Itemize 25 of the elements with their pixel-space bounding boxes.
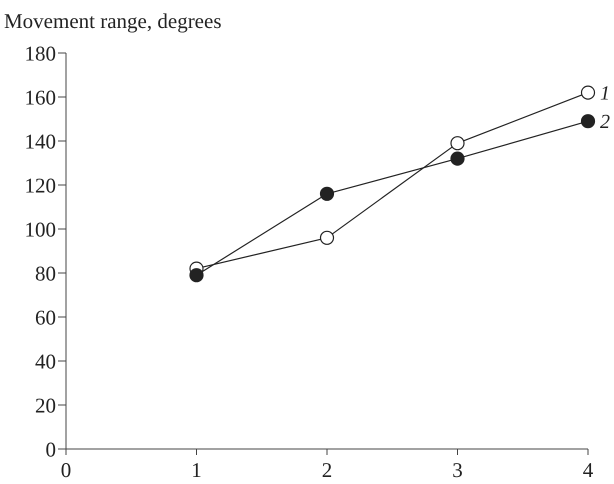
y-tick-label: 80 [35, 261, 56, 286]
point [580, 86, 596, 100]
y-tick-label: 100 [24, 217, 56, 242]
y-tick-label: 40 [35, 349, 56, 374]
x-tick-label: 3 [452, 458, 463, 482]
point [320, 230, 334, 245]
x-tick-label: 0 [60, 458, 72, 482]
y-tick-label: 180 [24, 41, 56, 66]
x-tick-label: 1 [191, 458, 202, 482]
y-tick-label: 160 [24, 85, 56, 110]
point [580, 114, 596, 128]
y-tick-label: 120 [24, 173, 56, 198]
x-tick-label: 4 [582, 458, 594, 482]
point [189, 268, 204, 282]
point [320, 186, 334, 201]
y-tick-label: 20 [35, 393, 56, 418]
y-tick-label: 140 [24, 129, 56, 154]
y-tick-label: 0 [46, 437, 56, 462]
series-label: 2 [600, 111, 610, 134]
point [450, 152, 465, 166]
series-label: 1 [600, 82, 610, 105]
point [450, 136, 465, 150]
y-axis-title: Movement range, degrees [4, 9, 222, 33]
y-tick-label: 60 [35, 305, 56, 330]
x-tick-label: 2 [322, 458, 332, 482]
